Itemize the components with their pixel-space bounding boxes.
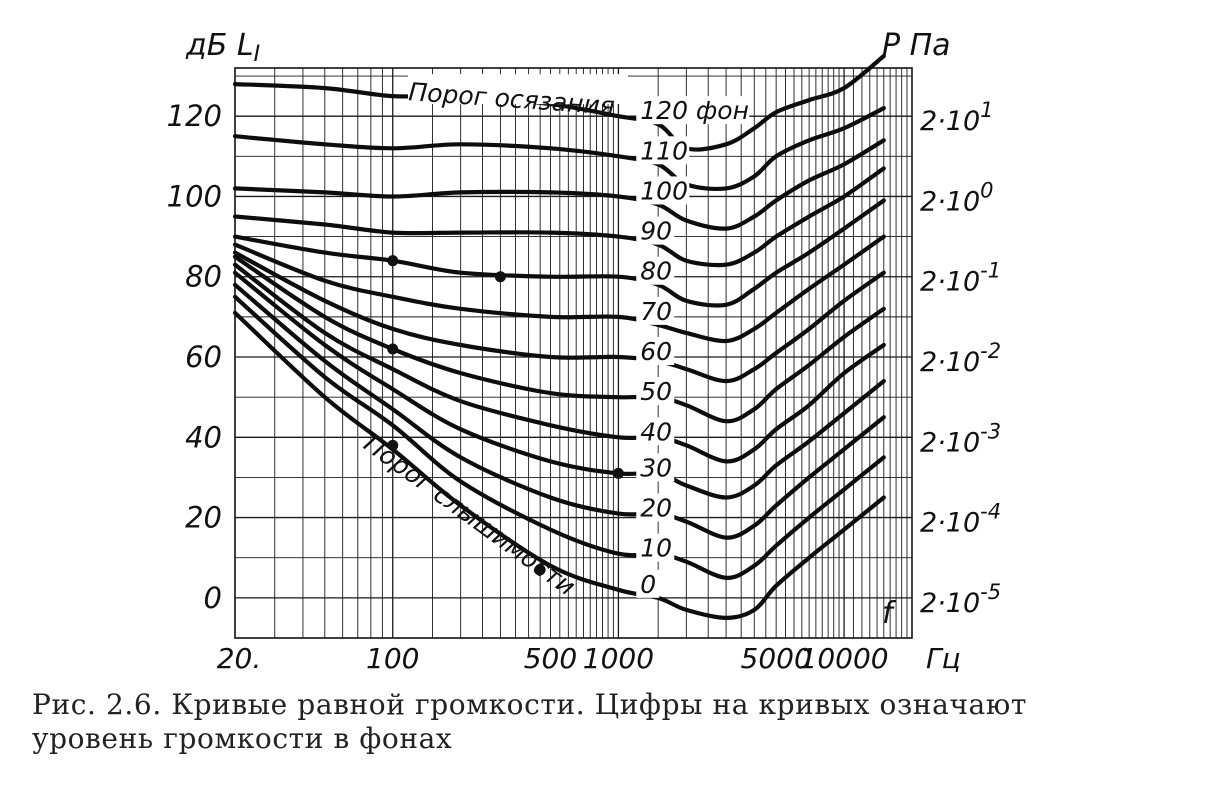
curve-label-bg (636, 417, 675, 446)
curve-label-0: 120 фон (640, 96, 749, 125)
pressure-exponent: -5 (980, 580, 1001, 604)
loudness-curve-0 (232, 53, 886, 152)
x-tick-label: 100 (366, 642, 419, 675)
curve-label-bg (636, 569, 660, 598)
loudness-curve-5 (232, 234, 886, 344)
loudness-curve-12 (232, 310, 886, 620)
pressure-tick-label: 2·10-3 (920, 419, 1001, 458)
y-tick-label: 0 (204, 581, 222, 615)
figure-caption: Рис. 2.6. Кривые равной громкости. Цифры… (32, 688, 1182, 756)
curve-label-bg (636, 216, 675, 245)
top-threshold-bg (408, 74, 628, 105)
x-tick-label: 20. (217, 642, 262, 675)
y-axis-title-subscript: I (254, 42, 261, 67)
x-unit-label: Гц (926, 642, 961, 675)
curve-label-12: 0 (640, 570, 656, 599)
pressure-base: 2·10 (920, 267, 980, 298)
curve-label-1: 110 (640, 136, 688, 165)
curve-label-7: 50 (640, 377, 672, 406)
threshold-of-hearing-label: Порог слышимости (359, 429, 581, 602)
curve-label-bg (636, 453, 675, 482)
loudness-curve-1 (232, 106, 886, 192)
pressure-base: 2·10 (920, 427, 980, 458)
y-tick-label: 60 (185, 340, 222, 374)
caption-line-2: уровень громкости в фонах (32, 722, 453, 755)
pressure-base: 2·10 (920, 508, 980, 539)
pressure-tick-label: 2·101 (920, 98, 994, 137)
curve-label-bg (636, 337, 675, 366)
curve-label-3: 90 (640, 217, 672, 246)
pressure-exponent: -3 (980, 419, 1001, 443)
curve-label-9: 30 (640, 453, 672, 482)
y-tick-label: 40 (185, 420, 222, 454)
pressure-exponent: -2 (980, 339, 1001, 363)
curve-label-4: 80 (640, 257, 672, 286)
right-axis-title: P Па (882, 28, 951, 63)
curve-label-5: 70 (640, 297, 672, 326)
loudness-curve-2 (232, 138, 886, 231)
curve-label-bg (636, 256, 675, 285)
pressure-base: 2·10 (920, 106, 980, 137)
x-tick-label: 500 (524, 642, 577, 675)
curve-label-6: 60 (640, 337, 672, 366)
curve-label-bg (636, 493, 675, 522)
y-tick-label: 20 (185, 501, 222, 535)
y-tick-label: 120 (167, 99, 222, 133)
curve-label-bg (636, 533, 675, 562)
pressure-tick-label: 2·100 (920, 178, 994, 217)
curve-label-11: 10 (640, 534, 672, 563)
curve-label-10: 20 (640, 494, 672, 523)
data-point-marker (612, 467, 624, 479)
y-axis-title: дБ LI (185, 28, 260, 67)
pressure-tick-label: 2·10-5 (920, 580, 1001, 619)
pressure-exponent: 1 (980, 98, 993, 122)
pressure-tick-label: 2·10-2 (920, 339, 1001, 378)
markers (387, 255, 624, 576)
curve-label-8: 40 (640, 417, 672, 446)
x-tick-label: 1000 (583, 642, 654, 675)
pressure-base: 2·10 (920, 186, 980, 217)
pressure-tick-label: 2·10-1 (920, 259, 1001, 298)
data-point-marker (494, 271, 506, 283)
data-point-marker (387, 343, 399, 355)
caption-line-1: Рис. 2.6. Кривые равной громкости. Цифры… (32, 688, 1027, 721)
curve-label-bg (636, 296, 675, 325)
curve-label-bg (636, 377, 675, 406)
data-point-marker (387, 255, 399, 267)
x-axis-title: f (882, 596, 897, 631)
pressure-tick-label: 2·10-4 (920, 500, 1001, 539)
pressure-base: 2·10 (920, 588, 980, 619)
curve-label-bg (636, 96, 750, 125)
pressure-exponent: -4 (980, 500, 1001, 524)
curve-label-bg (636, 176, 690, 205)
y-tick-label: 100 (167, 179, 222, 213)
curve-label-bg (636, 136, 690, 165)
equal-loudness-chart: 120 фон 110 100 90 80 70 60 50 40 30 20 10 0 120 100 80… (167, 28, 1001, 675)
pressure-exponent: 0 (980, 178, 993, 202)
curve-label-2: 100 (640, 176, 688, 205)
pressure-exponent: -1 (980, 259, 1001, 283)
x-tick-label: 10000 (800, 642, 889, 675)
pressure-base: 2·10 (920, 347, 980, 378)
chart-svg: 120 фон110100908070605040302010012010080… (167, 28, 1001, 675)
x-tick-label: 5000 (741, 642, 812, 675)
data-point-marker (387, 439, 399, 451)
loudness-curve-3 (232, 166, 886, 268)
data-point-marker (534, 564, 546, 576)
y-tick-label: 80 (185, 260, 222, 294)
